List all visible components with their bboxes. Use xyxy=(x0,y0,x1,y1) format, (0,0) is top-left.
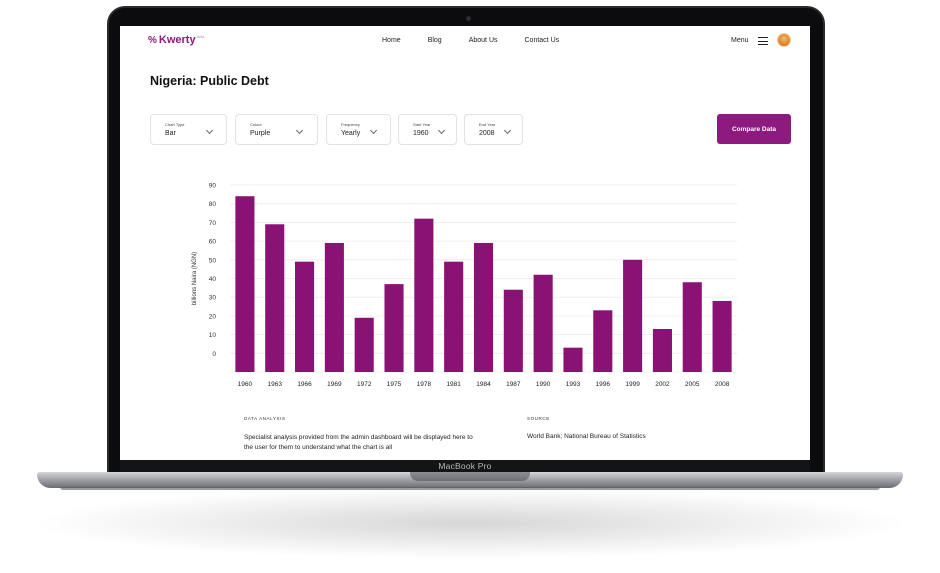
menu-label[interactable]: Menu xyxy=(731,37,749,44)
bar xyxy=(235,196,255,372)
source-label: SOURCE xyxy=(527,416,550,421)
logo-text: Kwerty xyxy=(158,34,196,46)
page-title: Nigeria: Public Debt xyxy=(150,74,269,88)
source-text: World Bank; National Bureau of Statistic… xyxy=(527,433,646,440)
x-tick-label: 2005 xyxy=(685,381,700,388)
nav-link-contact[interactable]: Contact Us xyxy=(524,37,560,44)
model-label: MacBook Pro xyxy=(438,461,492,471)
bar xyxy=(563,347,583,372)
filter-frequency[interactable]: Frequency Yearly xyxy=(326,114,391,145)
laptop-shadow xyxy=(40,488,900,558)
bar xyxy=(324,242,344,372)
x-tick-label: 2008 xyxy=(715,381,730,388)
filter-value: Yearly xyxy=(341,130,361,137)
chevron-down-icon xyxy=(205,126,214,135)
bar xyxy=(265,224,285,372)
x-tick-label: 1966 xyxy=(297,381,312,388)
chevron-down-icon xyxy=(503,126,512,135)
compare-data-button[interactable]: Compare Data xyxy=(717,114,791,144)
filter-end-year[interactable]: End Year 2008 xyxy=(464,114,523,145)
y-tick-label: 50 xyxy=(209,257,217,264)
x-tick-label: 1960 xyxy=(238,381,253,388)
chevron-down-icon xyxy=(295,126,304,135)
bar xyxy=(682,282,702,372)
x-tick-label: 2002 xyxy=(655,381,670,388)
y-tick-label: 60 xyxy=(209,239,217,246)
bar xyxy=(295,261,315,372)
browser-screen: % Kwerty beta Home Blog About Us Contact… xyxy=(120,26,810,460)
x-tick-label: 1984 xyxy=(476,381,491,388)
bar xyxy=(444,261,464,372)
x-tick-label: 1993 xyxy=(566,381,581,388)
data-analysis-label: DATA ANALYSIS xyxy=(244,416,286,421)
x-tick-label: 1981 xyxy=(446,381,461,388)
filter-label: Chart Type xyxy=(165,122,185,127)
x-tick-label: 1999 xyxy=(625,381,640,388)
x-tick-label: 1990 xyxy=(536,381,551,388)
filter-value: 2008 xyxy=(479,130,495,137)
y-tick-label: 10 xyxy=(209,332,217,339)
x-tick-label: 1963 xyxy=(268,381,283,388)
bar xyxy=(473,242,494,372)
bar xyxy=(652,328,672,372)
filter-label: Colour xyxy=(250,122,262,127)
hamburger-icon[interactable] xyxy=(758,37,768,45)
chevron-down-icon xyxy=(369,126,378,135)
y-tick-label: 70 xyxy=(209,220,217,227)
top-nav: % Kwerty beta Home Blog About Us Contact… xyxy=(120,26,810,54)
laptop-base-edge xyxy=(60,487,880,490)
logo-mark-icon: % xyxy=(148,35,157,46)
filter-label: Start Year xyxy=(413,122,431,127)
filter-label: End Year xyxy=(479,122,496,127)
bar xyxy=(354,317,374,372)
filter-value: Bar xyxy=(165,130,176,137)
y-tick-label: 20 xyxy=(209,313,217,320)
bar-chart: 0 10 20 30 40 50 60 70 80 90 1960 1963 1966 1969 1972 1… xyxy=(192,183,737,388)
data-analysis-text: Specialist analysis provided from the ad… xyxy=(244,434,473,451)
bar xyxy=(384,284,404,372)
y-axis-label: billions Naira (NGN) xyxy=(192,252,198,305)
x-tick-label: 1987 xyxy=(506,381,521,388)
logo[interactable]: % Kwerty beta xyxy=(148,34,204,46)
x-tick-label: 1978 xyxy=(417,381,432,388)
bar xyxy=(712,300,732,372)
x-tick-label: 1972 xyxy=(357,381,372,388)
y-tick-label: 40 xyxy=(209,276,217,283)
bar xyxy=(533,274,553,372)
filter-colour[interactable]: Colour Purple xyxy=(235,114,318,145)
avatar[interactable] xyxy=(777,33,791,47)
nav-links: Home Blog About Us Contact Us xyxy=(382,37,586,44)
y-tick-label: 30 xyxy=(209,295,217,302)
filter-value: Purple xyxy=(250,130,271,137)
x-tick-label: 1969 xyxy=(327,381,342,388)
bar xyxy=(503,289,523,372)
filter-chart-type[interactable]: Chart Type Bar xyxy=(150,114,227,145)
bar xyxy=(623,259,643,372)
camera-icon xyxy=(466,16,471,21)
chevron-down-icon xyxy=(437,126,446,135)
y-tick-label: 90 xyxy=(209,183,217,190)
x-tick-label: 1996 xyxy=(596,381,611,388)
nav-link-blog[interactable]: Blog xyxy=(427,37,442,44)
y-tick-label: 0 xyxy=(212,351,216,358)
laptop-chin xyxy=(120,460,810,474)
logo-beta-badge: beta xyxy=(196,34,205,39)
nav-link-home[interactable]: Home xyxy=(382,37,401,44)
filter-label: Frequency xyxy=(341,122,360,127)
x-tick-label: 1975 xyxy=(387,381,402,388)
filter-start-year[interactable]: Start Year 1960 xyxy=(398,114,457,145)
nav-link-about[interactable]: About Us xyxy=(468,37,498,44)
y-tick-label: 80 xyxy=(209,201,217,208)
bar xyxy=(593,310,613,372)
filter-value: 1960 xyxy=(413,130,429,137)
laptop-notch xyxy=(410,472,530,481)
bar xyxy=(414,218,434,372)
